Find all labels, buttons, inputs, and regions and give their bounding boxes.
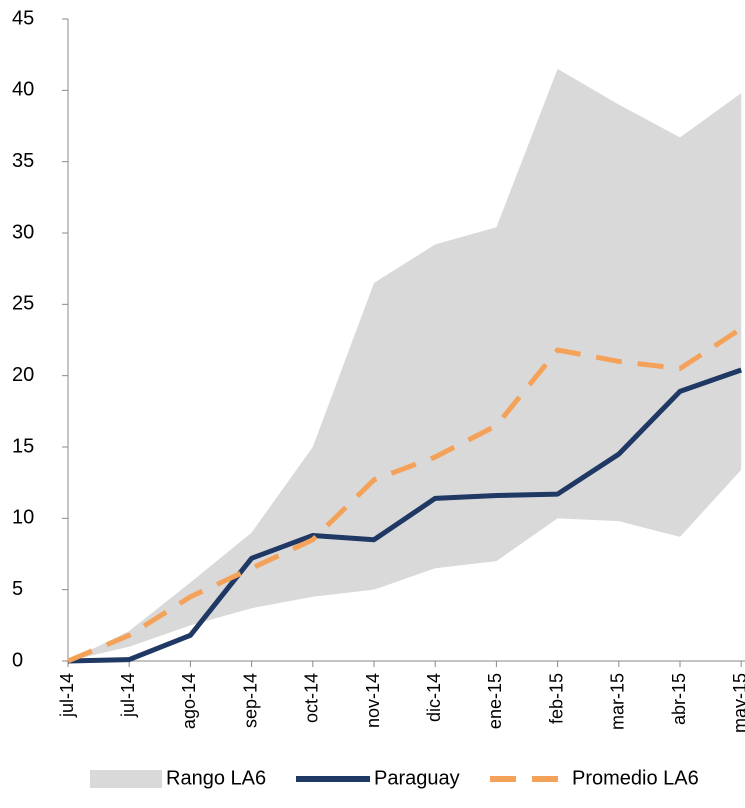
x-tick-label: oct-14 [302, 673, 322, 723]
series-line [67, 367, 743, 664]
legend-label: Promedio LA6 [572, 767, 699, 789]
x-tick-label: ene-15 [485, 673, 505, 729]
y-tick-label: 40 [12, 79, 34, 101]
x-tick-label: mar-15 [608, 673, 628, 730]
y-tick-label: 25 [12, 293, 34, 315]
range-area [68, 68, 742, 661]
legend-label: Rango LA6 [166, 767, 266, 789]
y-tick-label: 35 [12, 150, 34, 172]
legend-swatch [90, 770, 162, 788]
x-tick-label: feb-15 [546, 673, 566, 724]
y-tick-label: 30 [12, 221, 34, 243]
y-tick-label: 45 [12, 7, 34, 29]
x-tick-label: jul-14 [57, 673, 77, 718]
x-tick-label: jul-14 [118, 673, 138, 718]
legend-label: Paraguay [374, 767, 460, 789]
x-tick-label: ago-14 [179, 673, 199, 729]
x-tick-label: nov-14 [363, 673, 383, 728]
series-line [67, 326, 743, 664]
y-tick-label: 10 [12, 507, 34, 529]
y-tick-label: 20 [12, 364, 34, 386]
x-tick-label: may-15 [730, 673, 745, 733]
x-tick-label: dic-14 [424, 673, 444, 722]
y-tick-label: 5 [12, 578, 23, 600]
y-tick-label: 15 [12, 435, 34, 457]
x-tick-label: sep-14 [240, 673, 260, 728]
x-tick-label: abr-15 [669, 673, 689, 725]
y-tick-label: 0 [12, 649, 23, 671]
